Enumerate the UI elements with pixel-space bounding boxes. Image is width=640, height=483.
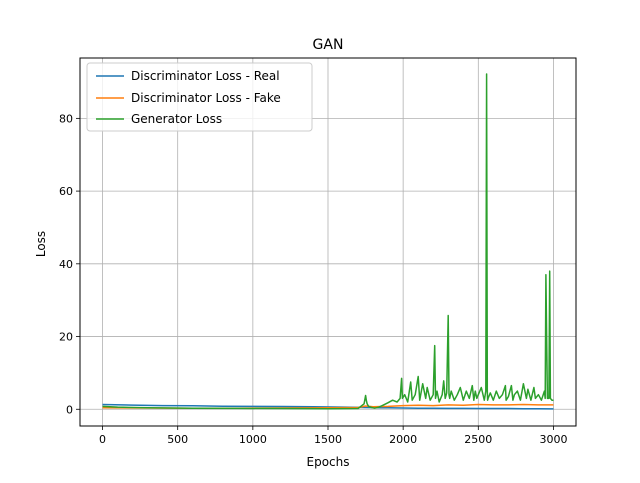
legend-label-real: Discriminator Loss - Real	[131, 69, 280, 83]
generator-loss-line	[102, 73, 554, 410]
discriminator-real-line	[102, 403, 554, 410]
y-tick-label: 60	[59, 185, 73, 198]
x-tick-label: 1000	[239, 433, 267, 446]
x-axis-label: Epochs	[307, 455, 350, 469]
y-tick-label: 0	[66, 403, 73, 416]
series-lines	[102, 73, 554, 410]
y-tick-label: 40	[59, 258, 73, 271]
y-tick-label: 20	[59, 331, 73, 344]
chart-title: GAN	[313, 37, 344, 53]
axis-ticks: 0 500 1000 1500 2000 2500 3000 0 20 40 60 80	[59, 112, 567, 446]
legend-label-generator: Generator Loss	[131, 112, 222, 126]
legend-box	[86, 62, 313, 132]
legend: Discriminator Loss - Real Discriminator …	[86, 62, 313, 132]
x-tick-label: 500	[167, 433, 188, 446]
x-tick-label: 2500	[464, 433, 492, 446]
y-axis-label: Loss	[34, 231, 48, 257]
x-tick-label: 3000	[539, 433, 567, 446]
y-tick-label: 80	[59, 112, 73, 125]
x-tick-label: 1500	[314, 433, 342, 446]
x-tick-label: 2000	[389, 433, 417, 446]
x-tick-label: 0	[99, 433, 106, 446]
legend-label-fake: Discriminator Loss - Fake	[131, 91, 281, 105]
